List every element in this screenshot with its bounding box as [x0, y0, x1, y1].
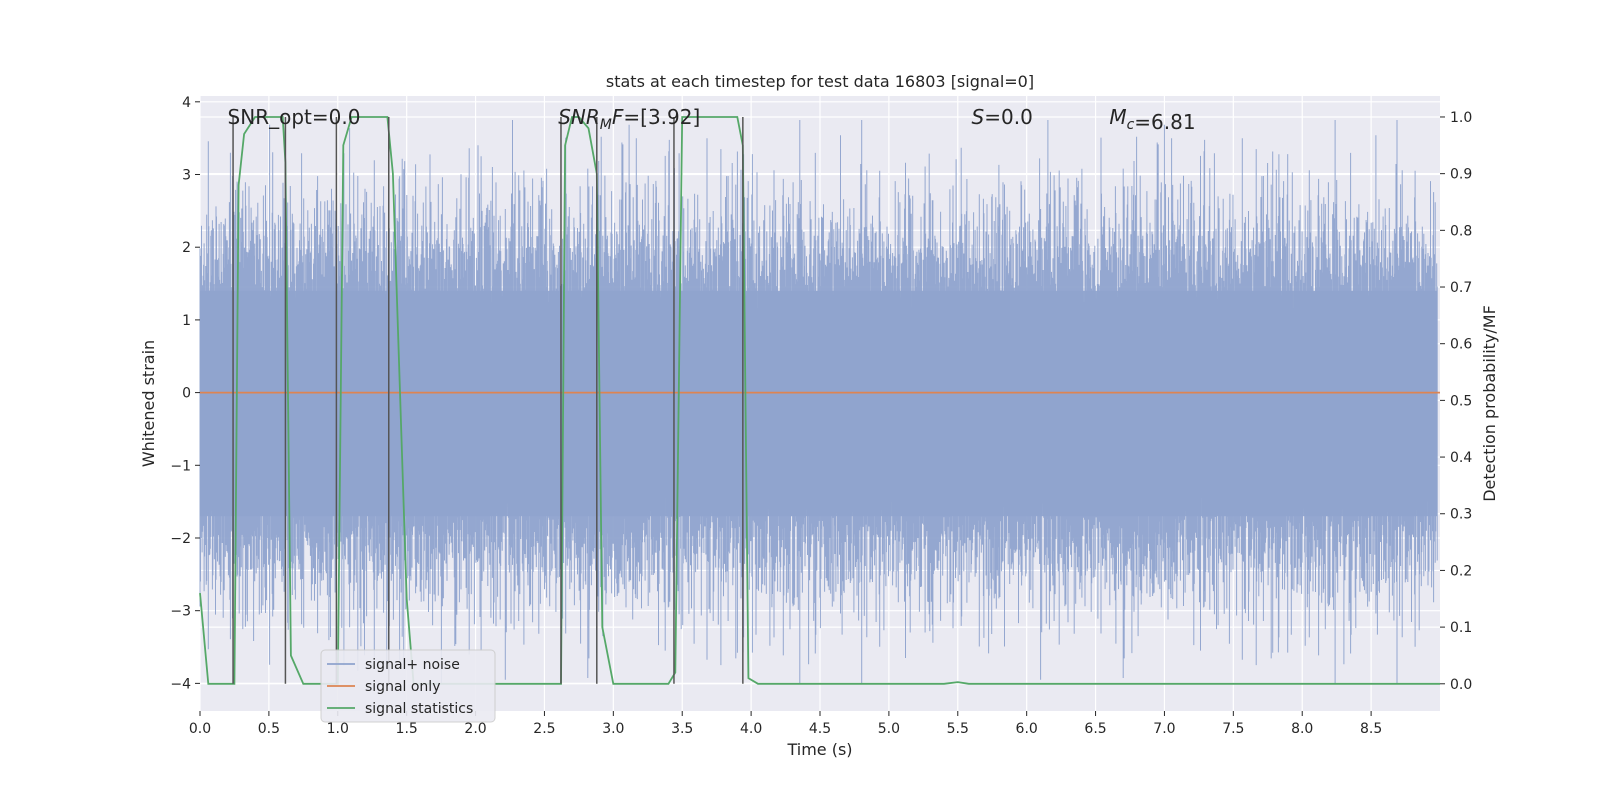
noise-series	[199, 120, 1438, 684]
y2-tick-label: 0.6	[1450, 337, 1472, 353]
legend[interactable]: signal+ noise signal only signal statistic…	[320, 649, 496, 723]
y2-tick-label: 0.2	[1450, 563, 1472, 579]
series-signal-noise-core	[200, 290, 1438, 517]
y2-axis-label: Detection probability/MF	[1480, 305, 1499, 502]
y-tick-label: −4	[170, 676, 191, 692]
y2-tick-label: 0.7	[1450, 280, 1472, 296]
y2-tick-label: 0.5	[1450, 393, 1472, 409]
annotation: SNR_opt=0.0	[228, 105, 361, 129]
annotation: Mc=6.81	[1109, 105, 1195, 134]
x-tick-label: 0.0	[189, 721, 211, 737]
x-tick-label: 2.0	[464, 721, 486, 737]
x-tick-label: 2.5	[533, 721, 555, 737]
axes: 0.0 0.5 1.0 1.5 2.0 2.5 3.0 3.5 4.0 4.5 5.0 5.5 6.0 6…	[170, 95, 1472, 737]
y-tick-label: −2	[170, 531, 191, 547]
y2-tick-label: 0.8	[1450, 223, 1472, 239]
x-tick-label: 4.0	[740, 721, 762, 737]
y2-tick-label: 0.3	[1450, 507, 1472, 523]
y-tick-label: −1	[170, 458, 191, 474]
legend-box	[320, 649, 496, 723]
legend-entry: signal statistics	[365, 701, 473, 717]
x-tick-label: 5.5	[947, 721, 969, 737]
line-series	[199, 116, 1440, 685]
x-tick-label: 1.5	[396, 721, 418, 737]
x-axis-label: Time (s)	[786, 740, 852, 759]
annotation: SNRMF=[3.92]	[558, 105, 700, 133]
x-tick-label: 6.0	[1016, 721, 1038, 737]
legend-entry: signal+ noise	[365, 657, 460, 673]
annotations: SNR_opt=0.0 SNRMF=[3.92] S=0.0 Mc=6.81	[228, 105, 1196, 134]
y2-tick-label: 0.1	[1450, 620, 1472, 636]
annotation: S=0.0	[972, 105, 1033, 129]
legend-entry: signal only	[365, 679, 440, 695]
y-tick-label: −3	[170, 604, 191, 620]
y2-tick-label: 1.0	[1450, 110, 1472, 126]
x-tick-label: 3.5	[671, 721, 693, 737]
y-tick-label: 1	[182, 313, 191, 329]
x-tick-label: 7.5	[1222, 721, 1244, 737]
y2-tick-label: 0.4	[1450, 450, 1472, 466]
y2-tick-label: 0.9	[1450, 167, 1472, 183]
y-tick-label: 0	[182, 386, 191, 402]
y-tick-label: 2	[182, 240, 191, 256]
y-tick-label: 4	[182, 95, 191, 111]
x-tick-label: 4.5	[809, 721, 831, 737]
x-tick-label: 0.5	[258, 721, 280, 737]
y-tick-label: 3	[182, 168, 191, 184]
y-axis-label: Whitened strain	[139, 340, 158, 467]
x-tick-label: 6.5	[1084, 721, 1106, 737]
chart-title: stats at each timestep for test data 168…	[606, 72, 1034, 91]
x-tick-label: 8.5	[1360, 721, 1382, 737]
series-signal-statistics	[199, 116, 1440, 685]
x-tick-label: 7.0	[1153, 721, 1175, 737]
x-tick-label: 1.0	[327, 721, 349, 737]
vertical-markers	[232, 116, 744, 684]
x-tick-label: 5.0	[878, 721, 900, 737]
x-tick-label: 8.0	[1291, 721, 1313, 737]
x-tick-label: 3.0	[602, 721, 624, 737]
y2-tick-label: 0.0	[1450, 677, 1472, 693]
